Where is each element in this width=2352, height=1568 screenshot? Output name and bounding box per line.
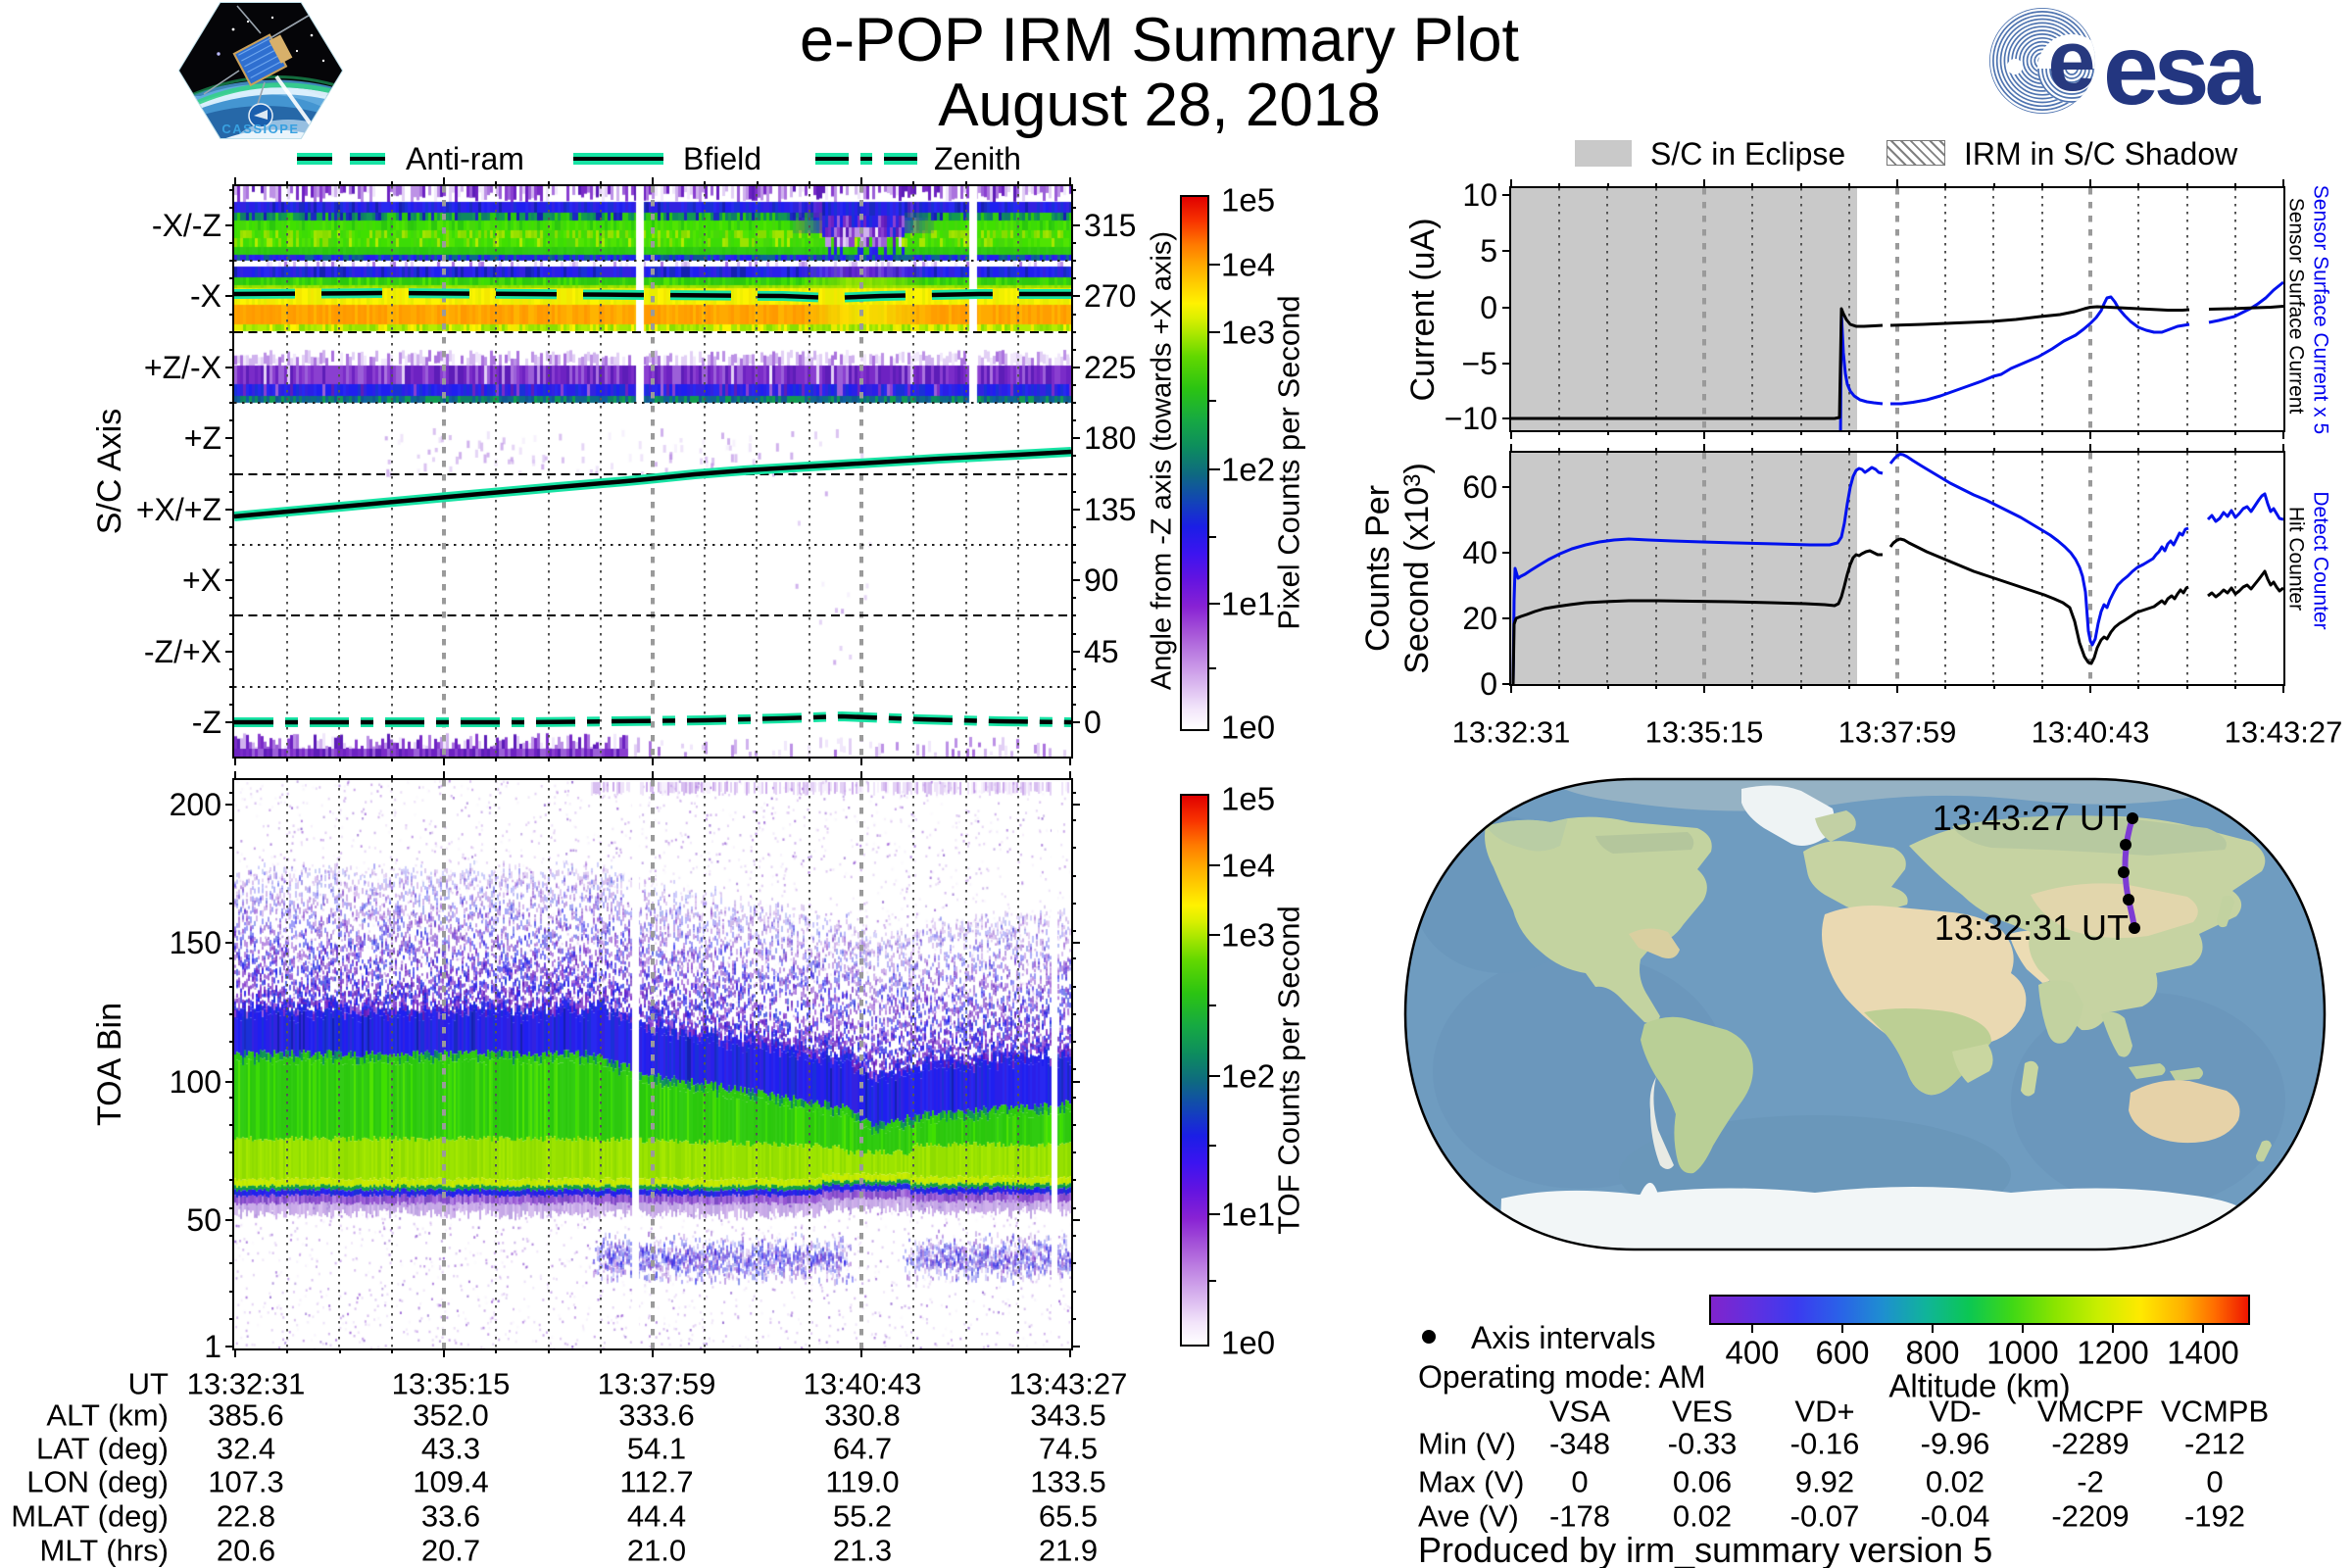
svg-text:e: e <box>2048 12 2096 109</box>
svg-text:CASSIOPE: CASSIOPE <box>221 122 299 136</box>
svg-text:esa: esa <box>2103 14 2261 122</box>
svg-text:13:43:27 UT: 13:43:27 UT <box>1933 798 2127 838</box>
svg-text:13:32:31 UT: 13:32:31 UT <box>1935 907 2129 948</box>
